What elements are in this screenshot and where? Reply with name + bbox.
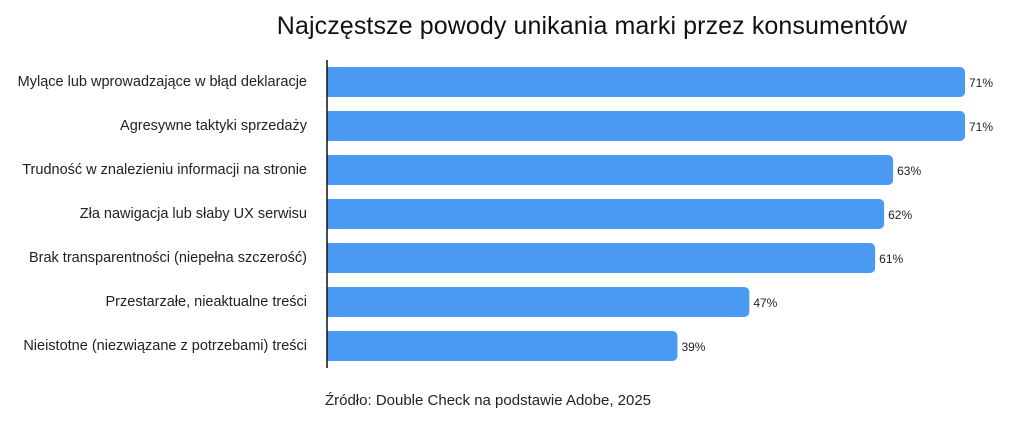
bar	[327, 155, 894, 185]
bar	[327, 243, 876, 273]
value-label: 47%	[753, 296, 777, 310]
value-label: 61%	[879, 252, 903, 266]
bar	[327, 111, 965, 141]
bar-base	[327, 67, 335, 97]
value-label: 62%	[888, 208, 912, 222]
category-label: Agresywne taktyki sprzedaży	[120, 118, 308, 134]
value-label: 71%	[969, 120, 993, 134]
bar	[327, 199, 885, 229]
value-label: 63%	[897, 164, 921, 178]
category-label: Mylące lub wprowadzające w błąd deklarac…	[18, 74, 307, 90]
category-label: Trudność w znalezieniu informacji na str…	[22, 162, 307, 178]
category-label: Przestarzałe, nieaktualne treści	[106, 294, 308, 310]
bar	[327, 331, 678, 361]
category-label: Brak transparentności (niepełna szczeroś…	[29, 250, 307, 266]
chart-title: Najczęstsze powody unikania marki przez …	[276, 12, 908, 40]
bar-base	[327, 287, 335, 317]
bar-base	[327, 331, 335, 361]
bar-base	[327, 243, 335, 273]
bar-base	[327, 199, 335, 229]
category-label: Nieistotne (niezwiązane z potrzebami) tr…	[23, 338, 307, 354]
source-note: Źródło: Double Check na podstawie Adobe,…	[324, 392, 652, 409]
bar-base	[327, 155, 335, 185]
category-label: Zła nawigacja lub słaby UX serwisu	[80, 206, 307, 222]
value-label: 71%	[969, 76, 993, 90]
bar-chart: Mylące lub wprowadzające w błąd deklarac…	[18, 60, 993, 368]
bar	[327, 287, 750, 317]
value-label: 39%	[681, 340, 705, 354]
bar-base	[327, 111, 335, 141]
bar	[327, 67, 965, 97]
